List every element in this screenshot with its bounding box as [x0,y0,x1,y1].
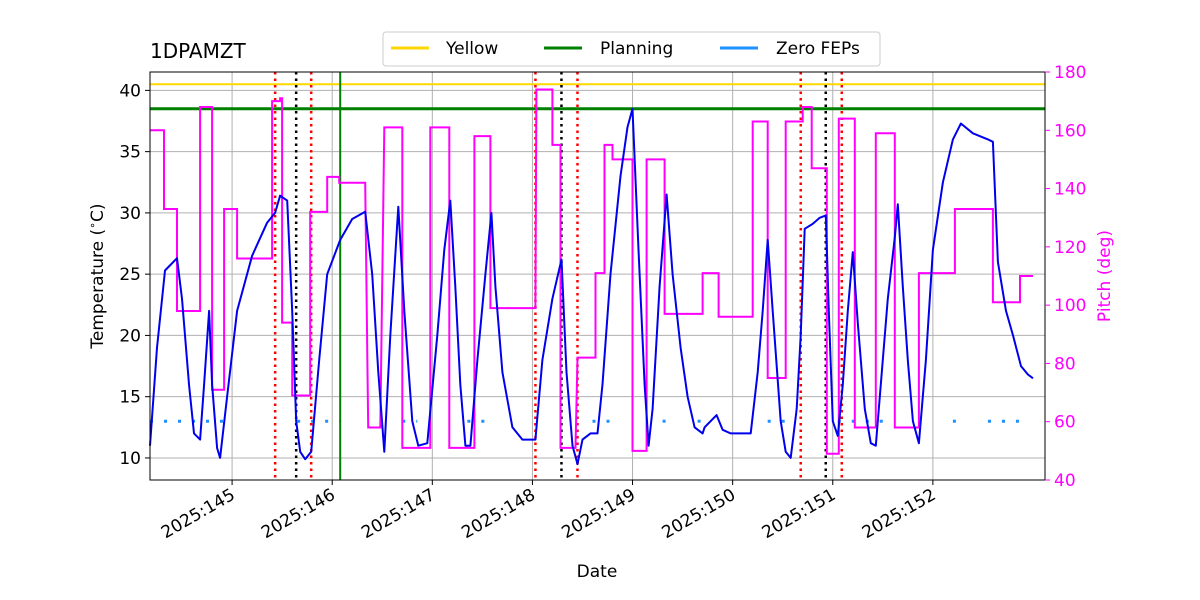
y-left-tick-label-6: 40 [119,81,141,101]
legend-planning-label: Planning [600,39,673,59]
y-left-tick-label-1: 15 [119,388,141,408]
y-right-tick-label-7: 180 [1054,63,1086,83]
y-right-tick-label-6: 160 [1054,121,1086,141]
y-left-tick-label-2: 20 [119,326,141,346]
legend-yellow-label: Yellow [445,39,498,59]
y-axis-label-left: Temperature (∘C) [86,203,108,349]
plot-frame [149,71,1046,481]
y-left-tick-label-3: 25 [119,265,141,285]
y-right-tick-label-5: 140 [1054,180,1086,200]
y-left-tick-label-0: 10 [119,449,141,469]
pitch-line [150,88,1033,455]
plot-lines [149,72,1045,480]
y-right-tick-label-3: 100 [1054,296,1086,316]
y-right-tick-label-2: 80 [1054,354,1076,374]
y-left-tick-label-4: 30 [119,204,141,224]
grid [150,72,1045,480]
x-axis-label: Date [577,562,618,582]
y-right-tick-label-4: 120 [1054,238,1086,258]
y-left-tick-label-5: 35 [119,143,141,163]
y-right-tick-label-0: 40 [1054,471,1076,491]
legend-box [382,31,881,67]
y-right-tick-label-1: 60 [1054,413,1076,433]
legend: Yellow Planning Zero FEPs [382,31,881,67]
legend-zero-feps-label: Zero FEPs [776,39,860,59]
y-axis-label-right: Pitch (deg) [1095,230,1115,322]
temperature-line [149,107,1034,466]
chart-title: 1DPAMZT [150,39,247,63]
